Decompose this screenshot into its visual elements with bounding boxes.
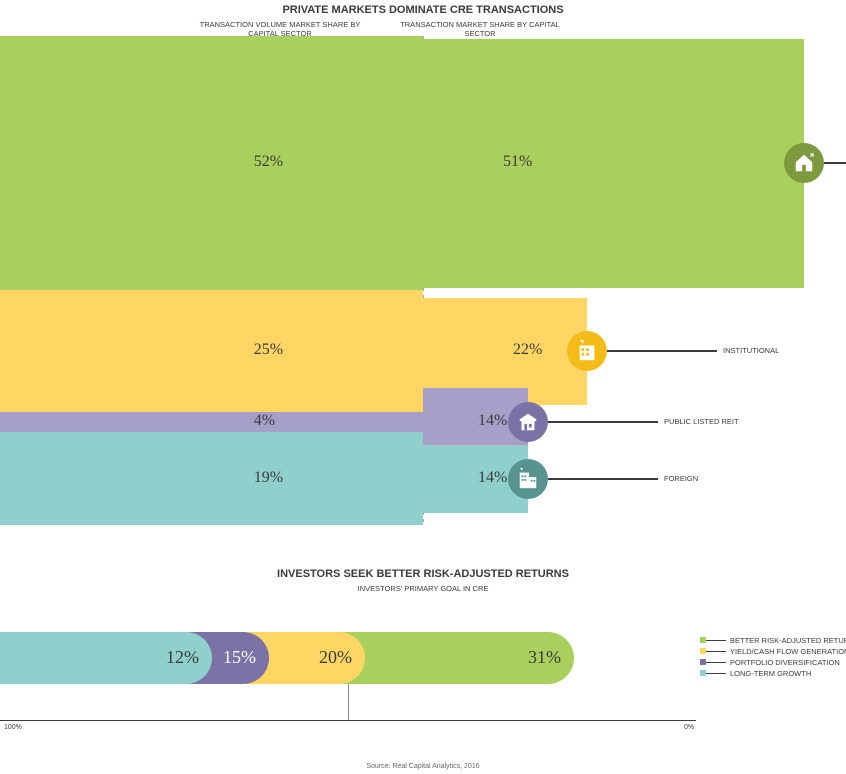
goal-label-yield: YIELD/CASH FLOW GENERATION [730, 647, 846, 656]
connector-private [824, 162, 846, 164]
private-icon [784, 143, 824, 183]
pct-right-foreign: 14% [478, 469, 507, 487]
goal-label-div: PORTFOLIO DIVERSIFICATION [730, 658, 840, 667]
label-foreign: FOREIGN [664, 474, 698, 483]
pct-right-private: 51% [503, 153, 532, 171]
goals-title: INVESTORS SEEK BETTER RISK-ADJUSTED RETU… [0, 568, 846, 580]
pct-right-reit: 14% [478, 412, 507, 430]
page-title: PRIVATE MARKETS DOMINATE CRE TRANSACTION… [0, 0, 846, 22]
connector-institutional [607, 350, 717, 352]
goal-connector-ltgrow [706, 673, 726, 674]
goal-swatch-risk [700, 637, 706, 643]
goal-pct-risk: 31% [528, 647, 561, 668]
band-private: 52%51%PRIVATE [0, 36, 846, 290]
goals-axis [0, 720, 696, 721]
band-private-right [423, 39, 804, 288]
label-institutional: INSTITUTIONAL [723, 346, 779, 355]
goal-pct-div: 15% [223, 647, 256, 668]
pct-left-private: 52% [254, 153, 283, 171]
goal-swatch-div [700, 659, 706, 665]
institutional-icon [567, 331, 607, 371]
band-foreign-left [0, 432, 423, 525]
goals-axis-right-label: 0% [684, 724, 694, 731]
goal-swatch-ltgrow [700, 670, 706, 676]
band-foreign: 19% 14% FOREIGN [0, 432, 846, 525]
goal-label-risk: BETTER RISK-ADJUSTED RETURNS VERSUS ALTE… [730, 636, 846, 645]
goal-pct-ltgrow: 12% [166, 647, 199, 668]
goal-swatch-yield [700, 648, 706, 654]
footnote: Source: Real Capital Analytics, 2016 [0, 763, 846, 770]
infographic-root: PRIVATE MARKETS DOMINATE CRE TRANSACTION… [0, 0, 846, 774]
pct-left-reit: 4% [254, 412, 275, 430]
pct-right-institutional: 22% [513, 341, 542, 359]
goal-pct-yield: 20% [319, 647, 352, 668]
pct-left-foreign: 19% [254, 469, 283, 487]
goals-axis-left-label: 100% [4, 724, 22, 731]
goal-connector-risk [706, 640, 726, 641]
band-reit: 4% 14% PUBLIC LISTED REIT [0, 412, 846, 432]
band-private-left [0, 36, 423, 290]
band-reit-left [0, 412, 423, 432]
goal-connector-div [706, 662, 726, 663]
goal-connector-yield [706, 651, 726, 652]
pct-left-institutional: 25% [254, 341, 283, 359]
foreign-icon [508, 459, 548, 499]
band-institutional-left [0, 290, 423, 412]
connector-foreign [548, 478, 658, 480]
goal-label-ltgrow: LONG-TERM GROWTH [730, 669, 811, 678]
goals-subtitle: INVESTORS' PRIMARY GOAL IN CRE [0, 584, 846, 593]
label-reit: PUBLIC LISTED REIT [664, 417, 739, 426]
connector-reit [548, 421, 658, 423]
